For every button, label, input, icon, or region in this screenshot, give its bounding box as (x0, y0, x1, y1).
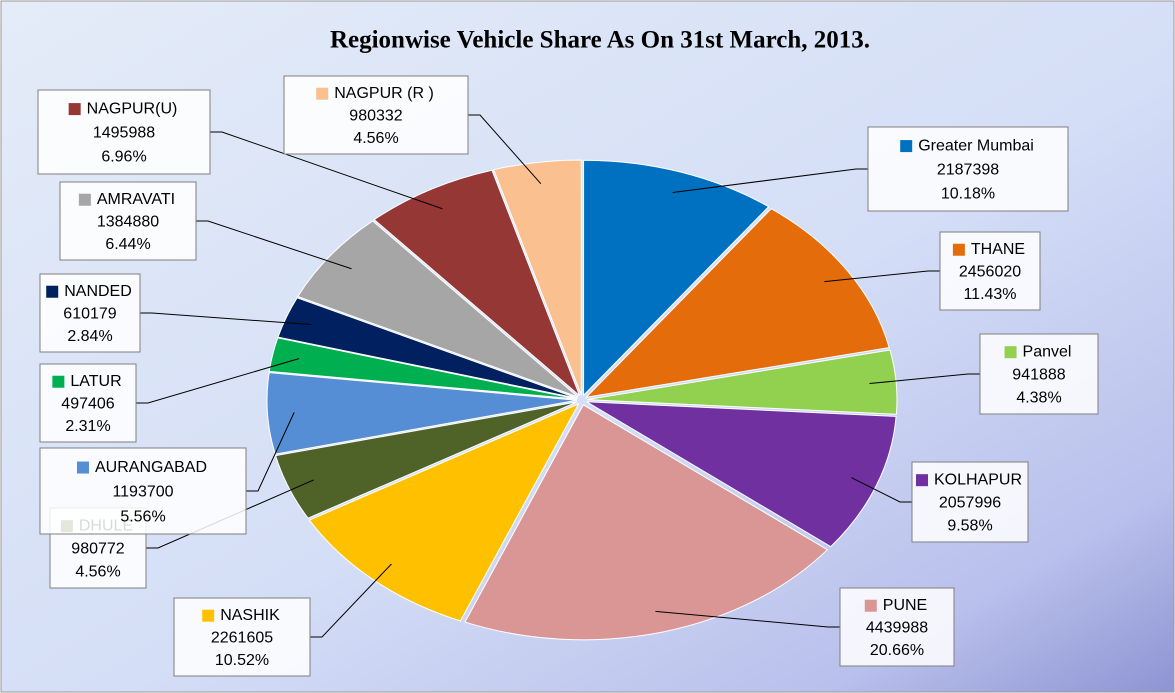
category-label: AMRAVATI (97, 191, 175, 208)
legend-swatch (68, 103, 81, 116)
percent-label: 9.58% (947, 517, 992, 534)
percent-label: 10.52% (215, 652, 269, 669)
leader-line (310, 563, 392, 638)
leader-line (869, 373, 980, 385)
percent-label: 4.56% (75, 563, 120, 580)
leader-line (210, 131, 443, 210)
category-label: LATUR (70, 373, 121, 390)
value-label: 980332 (349, 107, 402, 124)
value-label: 4439988 (866, 619, 928, 636)
label-box (39, 447, 247, 535)
value-label: 2456020 (959, 263, 1021, 280)
percent-label: 6.44% (105, 236, 150, 253)
category-label: AURANGABAD (95, 459, 207, 476)
label-box (173, 597, 311, 677)
pie-slice (583, 159, 770, 397)
value-label: 1495988 (93, 124, 155, 141)
percent-label: 2.31% (65, 418, 110, 435)
pie-slice (492, 159, 582, 396)
pie-slice (464, 404, 829, 641)
percent-label: 10.18% (941, 186, 995, 203)
leader-line (136, 358, 300, 404)
percent-label: 4.38% (1016, 389, 1061, 406)
pie-slice (274, 401, 578, 519)
pie-slice (586, 401, 897, 548)
value-label: 2261605 (211, 629, 273, 646)
leader-line (851, 477, 912, 503)
legend-swatch (202, 609, 215, 622)
legend-swatch (952, 243, 965, 256)
category-label: NASHIK (220, 607, 280, 624)
leader-line (468, 114, 542, 185)
category-label: NAGPUR (R ) (334, 85, 434, 102)
category-label: PUNE (883, 597, 927, 614)
legend-swatch (1004, 346, 1017, 359)
pie-slice (268, 337, 578, 400)
leader-line (655, 610, 840, 628)
legend-swatch (76, 461, 89, 474)
leader-line (672, 168, 868, 194)
label-box (283, 75, 469, 155)
label-box (839, 587, 955, 667)
leader-line (824, 270, 940, 283)
leader-line (246, 412, 295, 492)
percent-label: 6.96% (101, 149, 146, 166)
value-label: 497406 (61, 395, 114, 412)
value-label: 1193700 (112, 484, 173, 501)
pie-slice (308, 402, 580, 622)
legend-swatch (46, 285, 59, 298)
leader-line (196, 220, 352, 270)
percent-label: 5.56% (120, 508, 165, 525)
percent-label: 11.43% (963, 286, 1016, 303)
percent-label: 2.84% (67, 328, 112, 345)
category-label: NAGPUR(U) (87, 100, 178, 117)
percent-label: 20.66% (870, 642, 924, 659)
category-label: NANDED (64, 283, 132, 300)
category-label: THANE (971, 241, 1025, 258)
value-label: 610179 (63, 305, 116, 322)
pie-slice (297, 220, 579, 398)
pie-slice (373, 169, 581, 397)
pie-slice (586, 349, 898, 415)
value-label: 2187398 (937, 161, 999, 178)
leader-line (146, 479, 314, 549)
legend-swatch (864, 599, 877, 612)
value-label: 2057996 (939, 494, 1001, 511)
label-box (979, 333, 1099, 415)
value-label: 941888 (1012, 366, 1065, 383)
value-label: 1384880 (97, 213, 159, 230)
leader-line (140, 312, 312, 326)
pie-slice (584, 208, 890, 399)
value-label: 980772 (71, 540, 124, 557)
legend-swatch (900, 140, 913, 153)
legend-swatch (78, 193, 91, 206)
category-label: Greater Mumbai (918, 137, 1034, 154)
percent-label: 4.56% (353, 130, 398, 147)
legend-swatch (915, 474, 928, 487)
pie-slice (277, 297, 578, 399)
legend-swatch (316, 87, 329, 100)
category-label: Panvel (1023, 343, 1072, 360)
legend-swatch (52, 375, 65, 388)
label-box (37, 89, 211, 175)
chart-title: Regionwise Vehicle Share As On 31st Marc… (330, 27, 870, 54)
label-box (911, 461, 1029, 543)
category-label: KOLHAPUR (934, 471, 1022, 488)
